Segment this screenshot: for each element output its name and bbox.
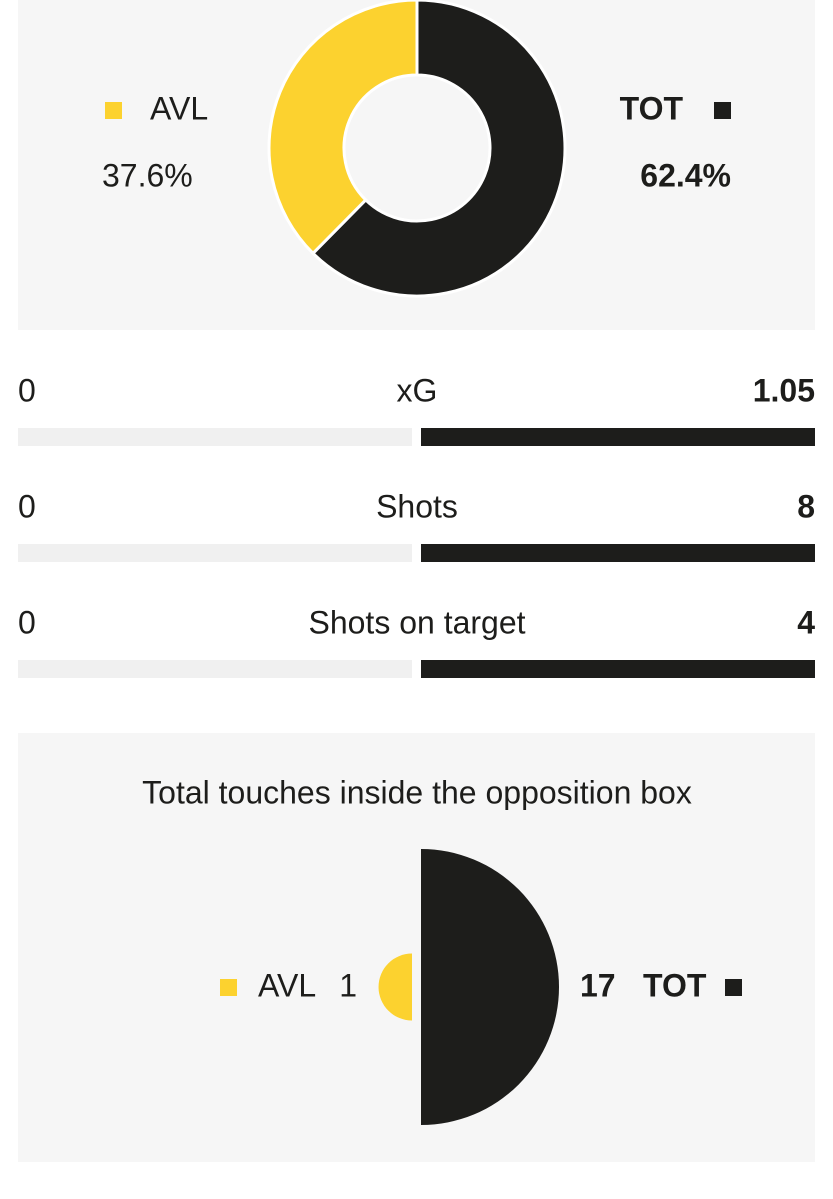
away-value: 4 (797, 604, 815, 640)
stat-label: Shots (376, 488, 458, 524)
away-value: 8 (797, 488, 815, 524)
away-value: 1.05 (753, 372, 815, 408)
legend-swatch (714, 102, 731, 119)
home-value: 0 (18, 604, 36, 640)
legend-label: TOT (620, 90, 684, 126)
touches-title: Total touches inside the opposition box (142, 774, 692, 810)
away-bar (421, 428, 815, 446)
value-label: 37.6% (102, 157, 193, 193)
stat-label: Shots on target (308, 604, 525, 640)
donut-segment (267, 0, 419, 256)
home-value: 0 (18, 488, 36, 524)
semicircle (421, 849, 559, 1125)
legend-swatch (220, 979, 237, 996)
stat-label: xG (397, 372, 438, 408)
home-value: 0 (18, 372, 36, 408)
bar-track (18, 428, 412, 446)
donut-segment (310, 0, 567, 298)
bar-track (18, 544, 412, 562)
touches-panel (18, 733, 815, 1162)
value-label: 1 (339, 967, 357, 1003)
bar-track (18, 660, 412, 678)
legend-label: TOT (643, 967, 707, 1003)
semicircle (378, 953, 412, 1021)
legend-swatch (105, 102, 122, 119)
value-label: 17 (580, 967, 616, 1003)
legend-label: AVL (258, 967, 316, 1003)
legend-label: AVL (150, 90, 208, 126)
legend-swatch (725, 979, 742, 996)
away-bar (421, 544, 815, 562)
value-label: 62.4% (640, 157, 731, 193)
away-bar (421, 660, 815, 678)
